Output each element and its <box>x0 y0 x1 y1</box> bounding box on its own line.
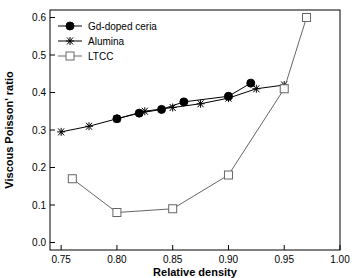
y-tick-label: 0.3 <box>32 125 46 136</box>
data-point <box>85 122 93 130</box>
data-point <box>224 171 232 179</box>
data-point <box>169 205 177 213</box>
data-point <box>224 94 232 102</box>
y-tick <box>50 130 55 131</box>
data-point <box>252 85 260 93</box>
data-point <box>68 175 76 183</box>
y-tick-label: 0.6 <box>32 12 46 23</box>
plot-area <box>57 14 310 217</box>
series-line <box>61 85 284 132</box>
y-tick <box>50 167 55 168</box>
data-point <box>113 209 121 217</box>
data-point <box>280 85 288 93</box>
legend-marker <box>66 52 74 60</box>
legend-label: LTCC <box>88 51 113 62</box>
x-tick <box>61 245 62 250</box>
data-point <box>141 107 149 115</box>
series-line <box>72 18 306 213</box>
data-point <box>113 115 121 123</box>
y-tick <box>50 242 55 243</box>
x-tick <box>228 245 229 250</box>
legend-marker <box>66 37 74 45</box>
y-tick <box>50 205 55 206</box>
y-tick-label: 0.1 <box>32 200 46 211</box>
x-tick <box>172 245 173 250</box>
y-tick <box>50 55 55 56</box>
plot-frame <box>50 10 340 250</box>
data-point <box>113 115 121 123</box>
legend-label: Alumina <box>88 36 125 47</box>
y-axis-label: Viscous Poisson' ratio <box>3 71 15 189</box>
x-axis-label: Relative density <box>153 266 238 278</box>
data-point <box>57 128 65 136</box>
y-tick <box>50 17 55 18</box>
y-tick-label: 0.0 <box>32 237 46 248</box>
x-tick <box>284 245 285 250</box>
x-tick-label: 0.85 <box>163 254 183 265</box>
y-tick <box>50 92 55 93</box>
x-tick-label: 0.90 <box>219 254 239 265</box>
data-point <box>197 100 205 108</box>
data-point <box>303 14 311 22</box>
x-tick <box>340 245 341 250</box>
x-tick-label: 0.80 <box>107 254 127 265</box>
x-tick <box>116 245 117 250</box>
y-tick-label: 0.2 <box>32 162 46 173</box>
x-tick-label: 0.75 <box>51 254 71 265</box>
x-tick-label: 0.95 <box>274 254 294 265</box>
y-tick-label: 0.4 <box>32 87 46 98</box>
legend-label: Gd-doped ceria <box>88 21 157 32</box>
legend: Gd-doped ceria Alumina LTCC <box>58 21 157 62</box>
data-point <box>169 104 177 112</box>
y-tick-label: 0.5 <box>32 50 46 61</box>
chart: 0.75 0.80 0.85 0.90 0.95 1.00 0.0 0.1 0.2 0.3 0.4 0… <box>0 0 360 278</box>
x-tick-label: 1.00 <box>330 254 350 265</box>
legend-marker <box>66 22 74 30</box>
data-point <box>180 98 188 106</box>
